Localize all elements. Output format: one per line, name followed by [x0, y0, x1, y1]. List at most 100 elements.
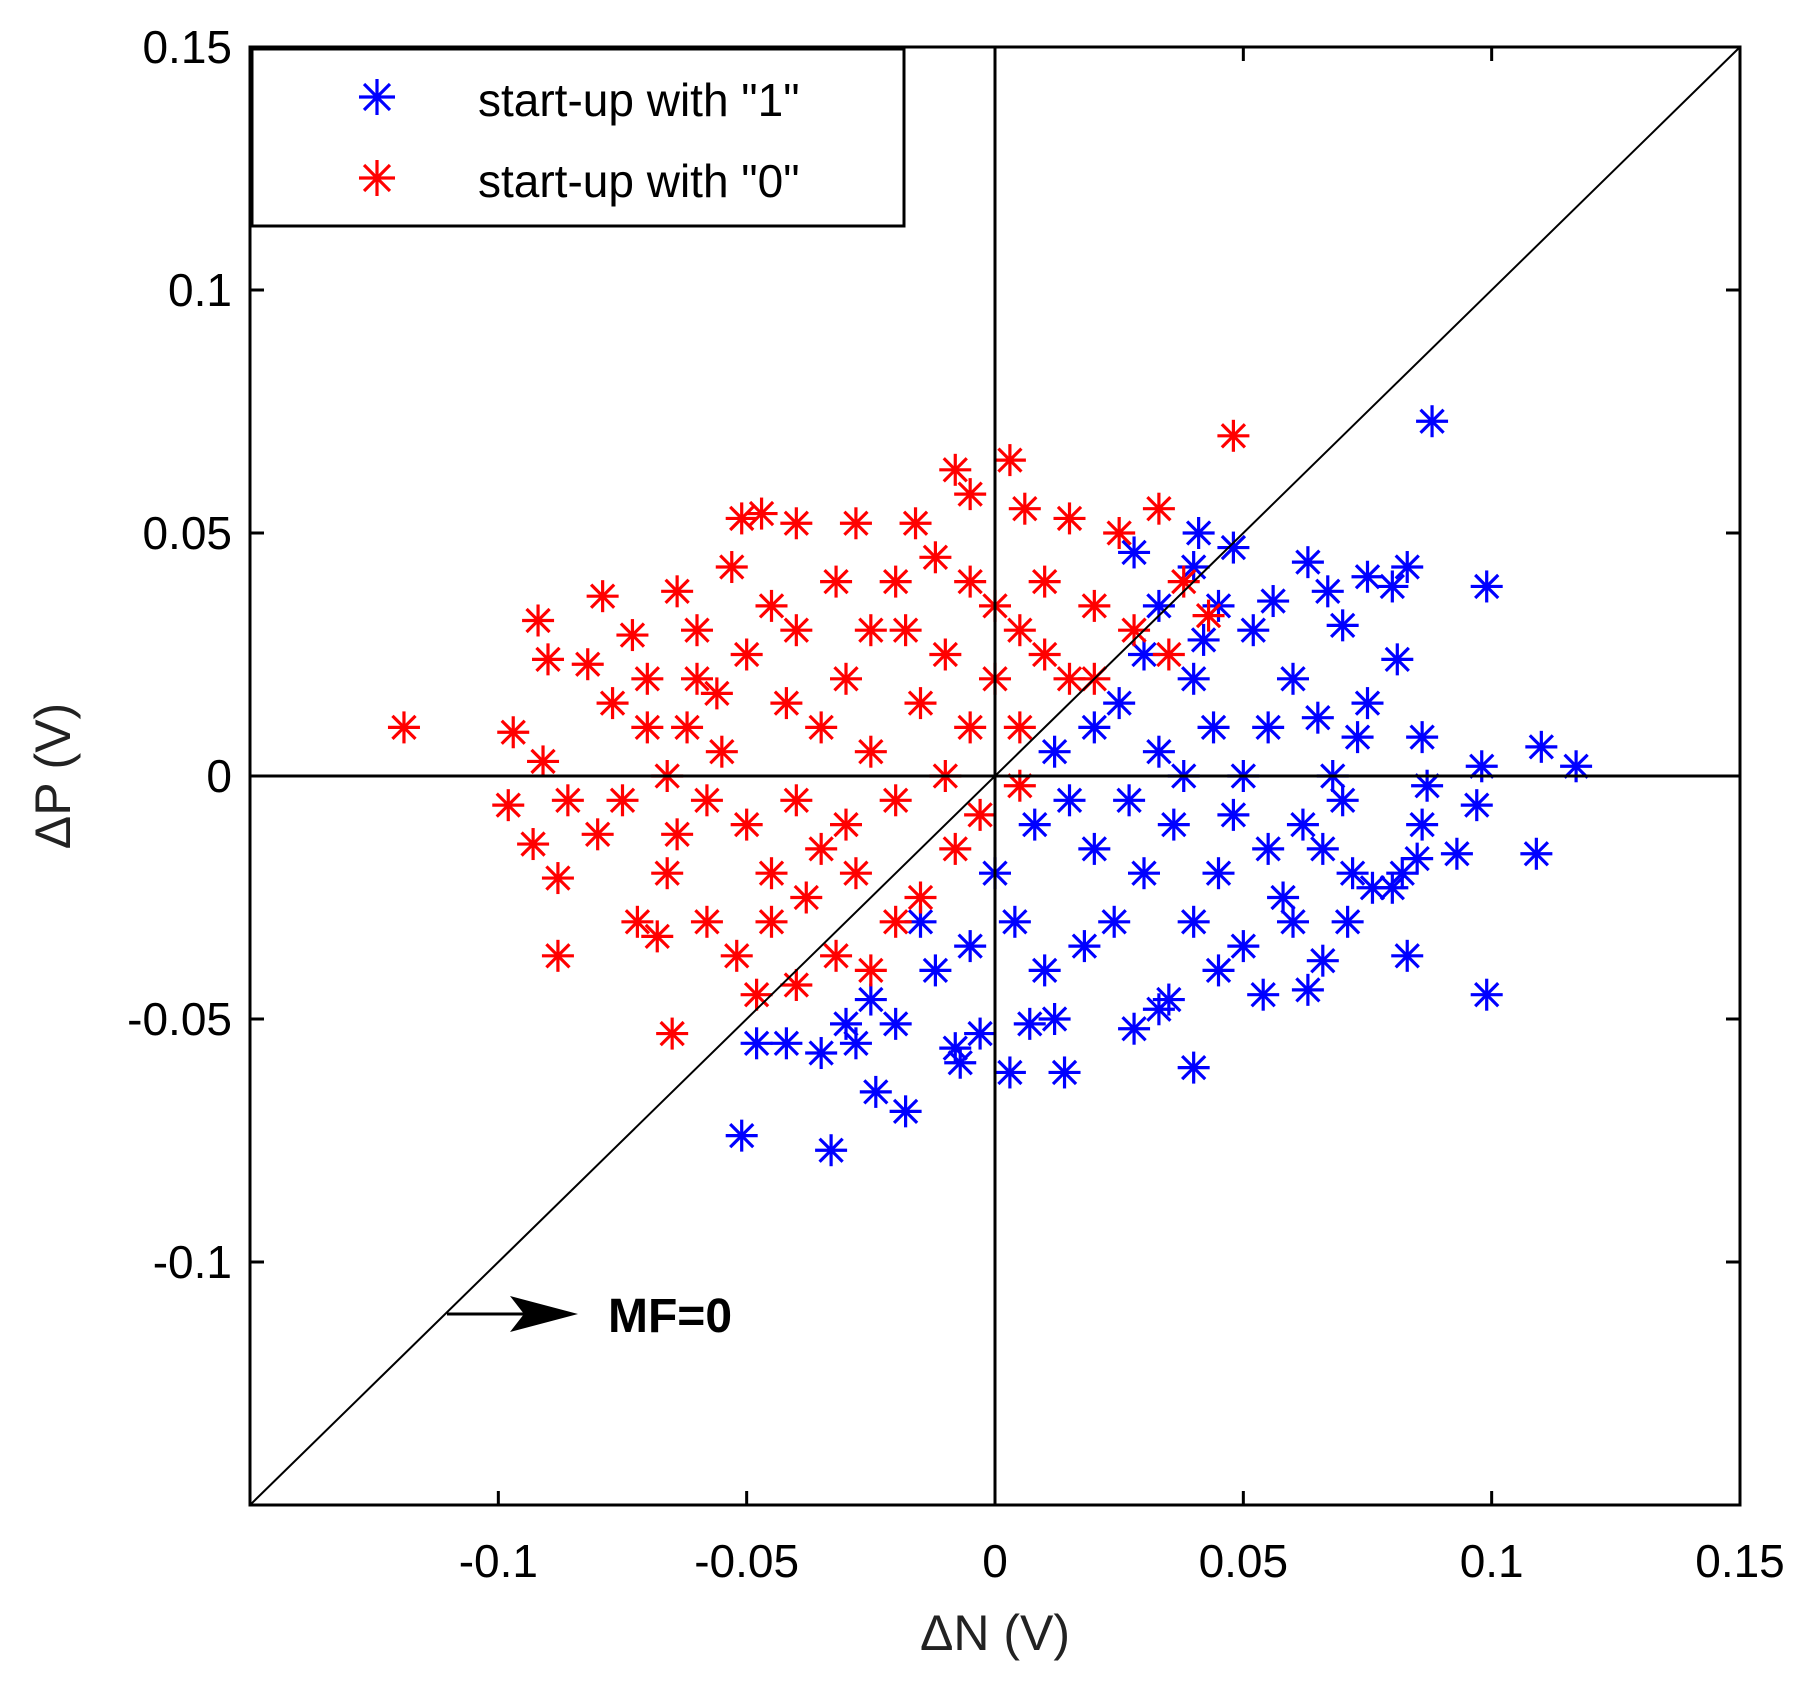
data-point — [621, 905, 654, 938]
data-point — [1048, 1056, 1081, 1089]
series-1 — [387, 419, 1250, 1050]
data-point — [740, 978, 773, 1011]
data-point — [522, 604, 555, 637]
data-point — [780, 968, 813, 1001]
data-point — [780, 784, 813, 817]
data-point — [830, 808, 862, 841]
data-point — [1113, 784, 1146, 817]
data-point — [1277, 662, 1309, 695]
data-point — [1291, 973, 1324, 1006]
y-tick-label: 0 — [206, 750, 232, 802]
data-point — [1381, 643, 1414, 676]
data-point — [651, 857, 684, 890]
data-point — [1257, 585, 1290, 618]
data-point — [596, 687, 629, 720]
data-point — [1152, 638, 1185, 671]
y-tick-label: 0.15 — [142, 21, 232, 73]
data-point — [830, 1007, 862, 1040]
data-point — [820, 939, 853, 972]
y-tick-label: 0.05 — [142, 507, 232, 559]
annotation-label: MF=0 — [608, 1290, 732, 1343]
data-point — [492, 789, 525, 822]
legend-box — [250, 47, 906, 228]
data-point — [606, 784, 639, 817]
data-point — [387, 711, 420, 744]
data-point — [1013, 1007, 1046, 1040]
data-point — [1306, 832, 1339, 865]
data-point — [705, 735, 738, 768]
data-point — [1301, 701, 1334, 734]
data-point — [899, 507, 932, 540]
data-point — [1267, 881, 1300, 914]
data-point — [929, 638, 962, 671]
mf-annotation: MF=0 — [447, 1290, 732, 1343]
data-point — [830, 662, 862, 695]
data-point — [879, 784, 912, 817]
data-point — [1351, 560, 1384, 593]
data-point — [631, 662, 664, 695]
data-point — [1351, 687, 1384, 720]
data-point — [1182, 517, 1215, 549]
data-point — [1252, 711, 1285, 744]
data-point — [919, 541, 952, 574]
data-point — [1277, 905, 1309, 938]
data-point — [1177, 905, 1210, 938]
data-point — [700, 677, 733, 710]
data-point — [854, 614, 887, 647]
data-point — [1078, 832, 1111, 865]
data-point — [1406, 721, 1439, 754]
data-point — [1217, 798, 1250, 831]
data-point — [755, 857, 788, 890]
data-point — [631, 711, 664, 744]
data-point — [1118, 614, 1151, 647]
data-point — [1068, 930, 1101, 963]
data-point — [1128, 857, 1160, 890]
data-point — [1286, 808, 1319, 841]
data-point — [1202, 954, 1235, 987]
data-point — [681, 662, 713, 695]
data-point — [532, 643, 564, 676]
data-point — [730, 638, 763, 671]
data-point — [1192, 599, 1225, 632]
data-point — [755, 905, 788, 938]
legend-label-startup-0: start-up with "0" — [478, 155, 800, 207]
data-point — [1440, 837, 1473, 870]
y-axis-label: ΔP (V) — [25, 703, 81, 849]
data-point — [939, 832, 972, 865]
data-point — [889, 614, 922, 647]
data-point — [1406, 808, 1439, 841]
data-point — [1177, 662, 1210, 695]
data-point — [1202, 857, 1235, 890]
data-point — [1098, 905, 1131, 938]
data-point — [1078, 711, 1111, 744]
data-point — [1416, 405, 1449, 438]
data-point — [1391, 939, 1424, 972]
data-point — [879, 1007, 912, 1040]
data-point — [1177, 1051, 1210, 1084]
data-point — [904, 687, 937, 720]
data-point — [1018, 808, 1051, 841]
data-point — [1053, 502, 1086, 535]
data-point — [1227, 930, 1260, 963]
data-point — [1356, 871, 1389, 904]
data-point — [1078, 589, 1111, 622]
data-point — [571, 648, 604, 681]
data-point — [1157, 808, 1190, 841]
data-point — [1197, 711, 1230, 744]
y-tick-label: -0.05 — [127, 993, 232, 1045]
data-point — [1217, 531, 1250, 564]
y-tick-label: -0.1 — [153, 1236, 232, 1288]
data-point — [790, 881, 823, 914]
data-point — [497, 716, 530, 749]
data-point — [1311, 575, 1344, 608]
data-point — [993, 1056, 1026, 1089]
data-point — [939, 1032, 972, 1065]
data-point — [879, 565, 912, 598]
data-point — [879, 905, 912, 938]
data-point — [1470, 570, 1503, 603]
data-point — [1003, 711, 1036, 744]
x-tick-label: 0.15 — [1695, 1535, 1785, 1587]
data-point — [730, 808, 763, 841]
